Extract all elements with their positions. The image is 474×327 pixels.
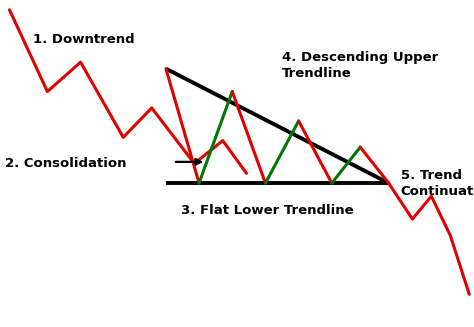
Text: 1. Downtrend: 1. Downtrend: [33, 33, 135, 46]
Text: 5. Trend
Continuation: 5. Trend Continuation: [401, 169, 474, 198]
Text: 4. Descending Upper
Trendline: 4. Descending Upper Trendline: [282, 51, 438, 80]
Text: 3. Flat Lower Trendline: 3. Flat Lower Trendline: [182, 204, 354, 217]
Text: 2. Consolidation: 2. Consolidation: [5, 157, 126, 170]
